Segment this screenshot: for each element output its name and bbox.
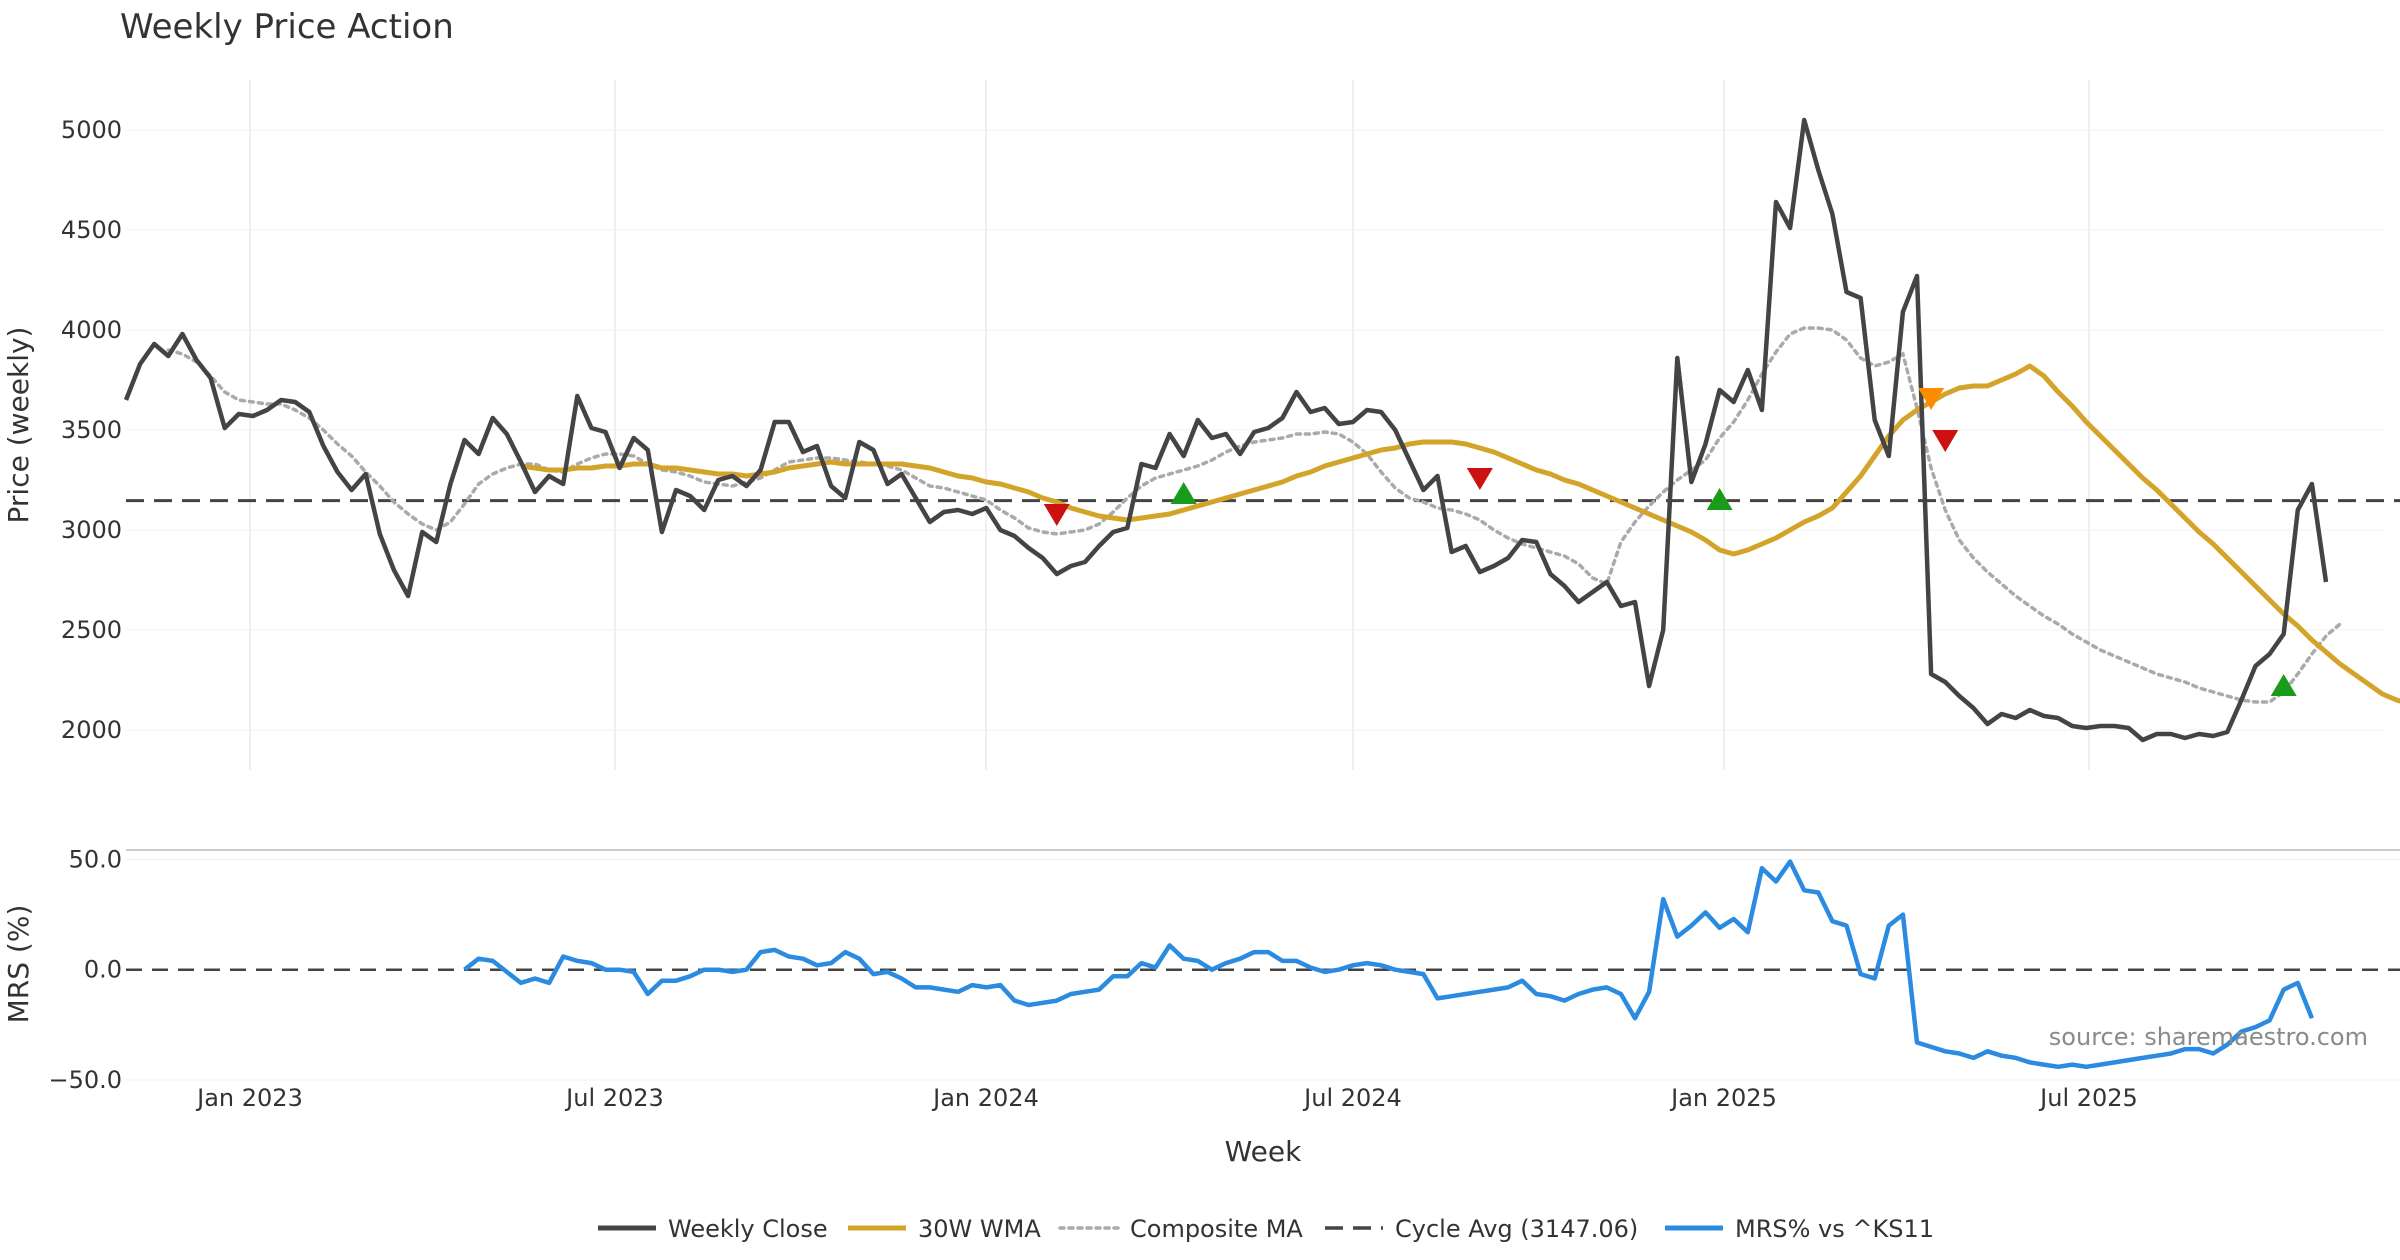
buy-signal-marker: [2270, 674, 2297, 696]
price-y-tick-label: 2500: [61, 616, 122, 644]
price-series: [123, 117, 2400, 743]
price-y-ticks: 2000 2500 3000 3500 4000 4500 5000: [61, 116, 122, 744]
x-tick-label: Jan 2024: [931, 1084, 1039, 1112]
sell-signal-marker: [1932, 430, 1959, 452]
sell-signal-marker: [1918, 388, 1945, 410]
price-y-tick-label: 4000: [61, 316, 122, 344]
mrs-axis-title: MRS (%): [2, 905, 35, 1024]
price-y-tick-label: 4500: [61, 216, 122, 244]
price-axis-title: Price (weekly): [2, 327, 35, 524]
x-tick-label: Jul 2025: [2038, 1084, 2138, 1112]
legend-label: 30W WMA: [918, 1215, 1041, 1243]
mrs-y-tick-label: 0.0: [84, 956, 122, 984]
legend-label: MRS% vs ^KS11: [1735, 1215, 1934, 1243]
x-tick-label: Jul 2023: [564, 1084, 664, 1112]
x-tick-label: Jan 2025: [1669, 1084, 1777, 1112]
chart-title: Weekly Price Action: [120, 7, 454, 47]
buy-signal-marker: [1170, 482, 1197, 504]
sell-signal-marker: [1466, 468, 1493, 490]
mrs-y-tick-label: −50.0: [48, 1066, 122, 1094]
weekly-close-line: [123, 117, 2329, 743]
legend-label: Cycle Avg (3147.06): [1395, 1215, 1638, 1243]
mrs-line: [463, 859, 2314, 1070]
wma-30-line: [520, 363, 2400, 704]
legend-label: Composite MA: [1130, 1215, 1303, 1243]
mrs-y-tick-label: 50.0: [69, 845, 122, 873]
price-y-tick-label: 3000: [61, 516, 122, 544]
legend-label: Weekly Close: [668, 1215, 828, 1243]
source-credit: source: sharemaestro.com: [2049, 1023, 2368, 1051]
mrs-y-ticks: 50.0 0.0 −50.0: [48, 845, 122, 1094]
x-ticks: Jan 2023 Jul 2023 Jan 2024 Jul 2024 Jan 2025…: [195, 1084, 2138, 1112]
mrs-grid: [126, 858, 2400, 1081]
x-tick-label: Jul 2024: [1302, 1084, 1402, 1112]
buy-signal-marker: [1706, 488, 1733, 510]
x-axis-title: Week: [1225, 1135, 1302, 1168]
composite-ma-line: [166, 326, 2342, 704]
price-grid: [126, 80, 2386, 770]
price-y-tick-label: 2000: [61, 716, 122, 744]
legend: Weekly Close 30W WMA Composite MA Cycle Avg…: [598, 1215, 1934, 1243]
signal-markers: [1043, 388, 2297, 696]
mrs-series: [126, 859, 2400, 1070]
x-tick-label: Jan 2023: [195, 1084, 303, 1112]
sell-signal-marker: [1043, 504, 1070, 526]
price-y-tick-label: 5000: [61, 116, 122, 144]
price-y-tick-label: 3500: [61, 416, 122, 444]
